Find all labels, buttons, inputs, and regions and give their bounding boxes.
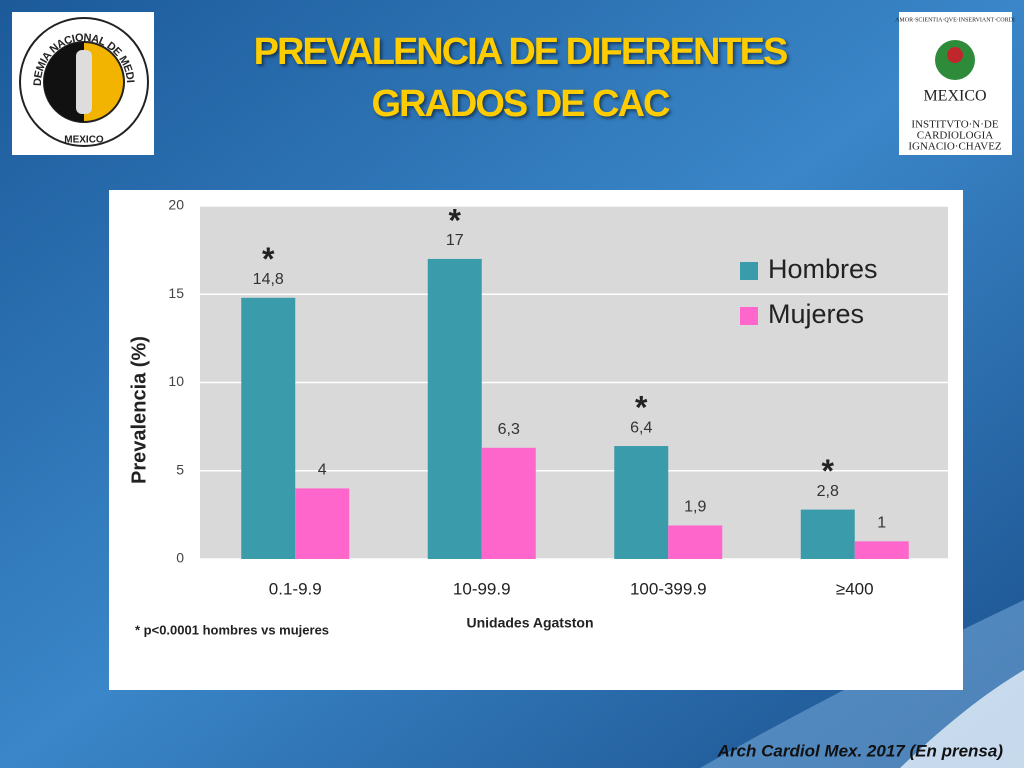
logo-text: MEXICO [923,88,986,105]
x-axis-label: Unidades Agatston [466,615,593,631]
significance-mark: * [822,453,835,489]
data-label: 2,8 [817,483,839,500]
significance-mark: * [262,241,275,277]
x-tick-label: 100-399.9 [630,579,707,598]
bar [668,525,723,559]
data-label: 1,9 [684,499,706,516]
slide-title: PREVALENCIA DE DIFERENTES GRADOS DE CAC [253,31,789,125]
legend-label: Mujeres [768,299,864,329]
data-label: 6,3 [498,421,520,438]
citation: Arch Cardiol Mex. 2017 (En prensa) [717,741,1004,760]
bar [854,541,909,559]
logo-statue [76,50,92,114]
y-tick-label: 20 [168,197,184,213]
data-label: 17 [446,232,464,249]
data-label: 4 [318,462,327,479]
bar [614,446,669,559]
legend-swatch [740,262,758,280]
data-label: 6,4 [630,419,652,436]
y-axis-label: Prevalencia (%) [128,336,150,484]
bar [481,447,536,559]
y-tick-label: 5 [176,461,184,477]
logo-heart [947,47,963,63]
data-label: 1 [877,515,886,532]
significance-mark: * [635,389,648,425]
x-tick-label: 0.1-9.9 [269,579,322,598]
logo-text: MEXICO [64,135,104,146]
logo-text: INSTITVTO·N·DE [911,119,998,131]
logo-text: IGNACIO·CHAVEZ [908,141,1002,153]
y-tick-label: 15 [168,285,184,301]
y-tick-label: 0 [176,550,184,566]
logo-half [44,42,84,122]
bar [295,488,350,559]
logo-text: CARDIOLOGIA [917,130,993,142]
data-label: 14,8 [253,271,284,288]
significance-mark: * [449,202,462,238]
bar [800,509,855,559]
legend-swatch [740,307,758,325]
bar [241,297,296,559]
bar [427,258,482,559]
footnote: * p<0.0001 hombres vs mujeres [135,622,329,637]
logo-box [899,12,1012,155]
wave [900,670,1024,768]
logo-text: AMOR·SCIENTIA·QVE·INSERVIANT·CORDI [895,17,1015,23]
y-tick-label: 10 [168,373,184,389]
logo-ring [19,17,149,147]
legend-label: Hombres [768,254,878,284]
x-tick-label: ≥400 [836,579,874,598]
x-tick-label: 10-99.9 [453,579,511,598]
